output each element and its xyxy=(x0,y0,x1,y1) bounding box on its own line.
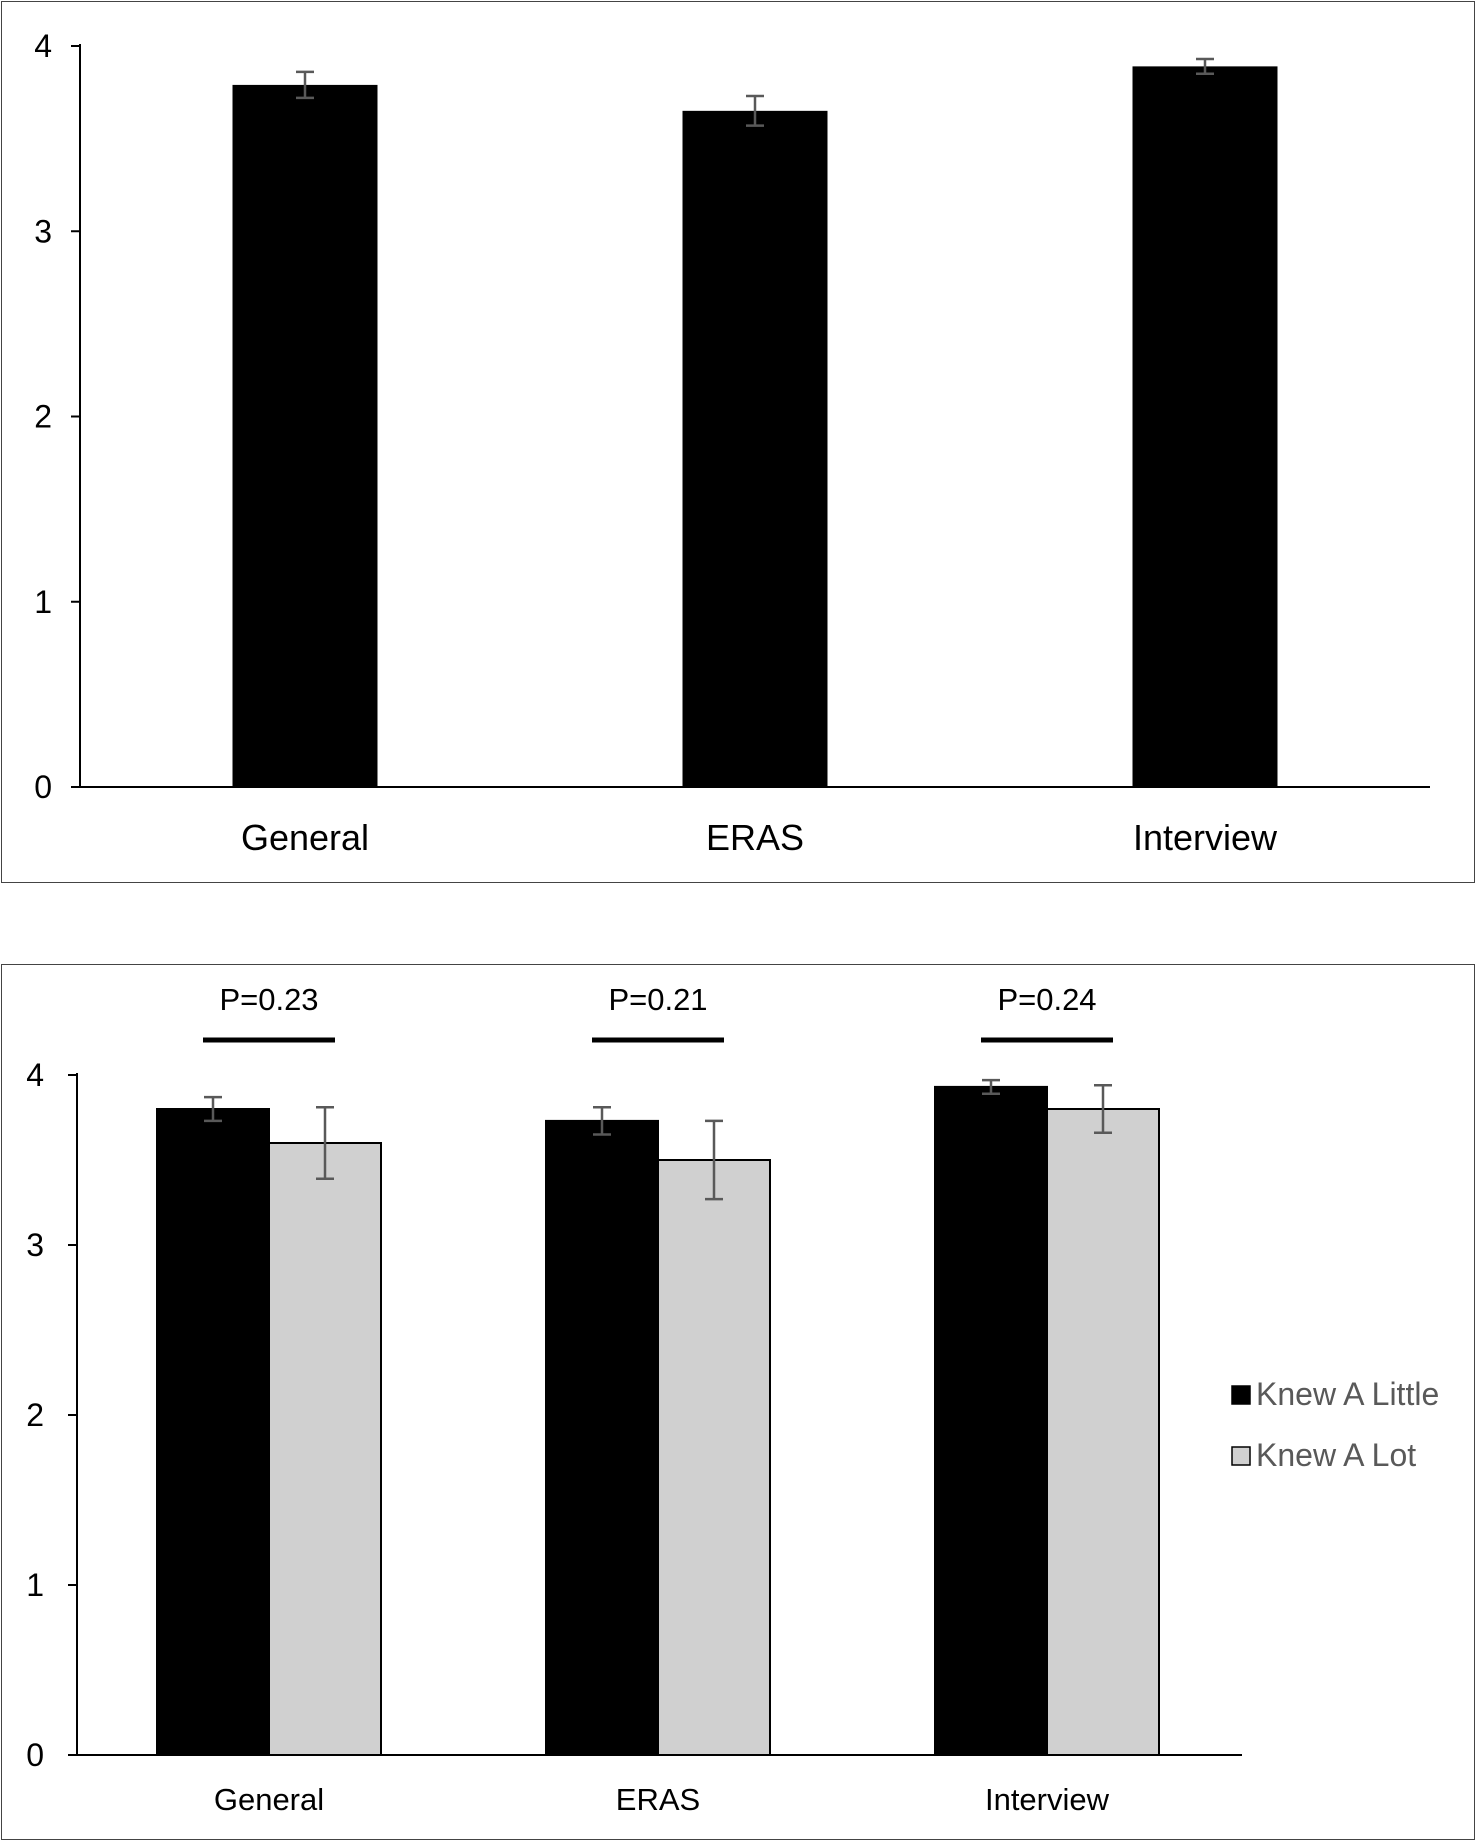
legend-swatch-knew-a-little xyxy=(1231,1385,1251,1405)
y-tick-label: 4 xyxy=(26,1057,44,1093)
y-tick-label: 1 xyxy=(34,584,52,620)
y-tick-label: 4 xyxy=(34,28,52,64)
y-tick-label: 2 xyxy=(34,399,52,435)
y-tick-label: 3 xyxy=(34,213,52,249)
y-tick-label: 3 xyxy=(26,1227,44,1263)
y-tick-label: 0 xyxy=(26,1737,44,1773)
bar xyxy=(682,110,828,787)
y-tick-label: 2 xyxy=(26,1397,44,1433)
x-category-label: ERAS xyxy=(616,1782,700,1817)
bar-knew-a-lot xyxy=(1046,1108,1160,1756)
x-category-label: Interview xyxy=(1133,817,1278,858)
p-value-label: P=0.21 xyxy=(608,982,707,1017)
legend-label: Knew A Lot xyxy=(1256,1437,1416,1473)
p-value-label: P=0.24 xyxy=(997,982,1096,1017)
bar-knew-a-little xyxy=(545,1119,659,1756)
bar-knew-a-lot xyxy=(657,1159,771,1756)
bar-knew-a-little xyxy=(934,1085,1048,1756)
x-category-label: General xyxy=(241,817,369,858)
bar-knew-a-lot xyxy=(268,1142,382,1756)
legend-label: Knew A Little xyxy=(1256,1376,1439,1412)
chart-top: 0 1 2 3 4 General ERAS Interview xyxy=(34,28,1430,858)
y-tick-label: 0 xyxy=(34,769,52,805)
x-category-label: General xyxy=(214,1782,324,1817)
y-tick-label: 1 xyxy=(26,1567,44,1603)
x-category-label: ERAS xyxy=(706,817,804,858)
bar xyxy=(232,84,378,788)
bar-knew-a-little xyxy=(156,1108,270,1756)
chart-panel-top: 0 1 2 3 4 General ERAS Interview xyxy=(1,1,1475,883)
legend-swatch-knew-a-lot xyxy=(1231,1446,1251,1466)
bar xyxy=(1132,66,1278,787)
x-category-label: Interview xyxy=(985,1782,1110,1817)
chart-panel-bottom: 0 1 2 3 4 P=0.23 General P=0.21 ERAS P=0.24 Interv… xyxy=(1,964,1475,1840)
p-value-label: P=0.23 xyxy=(219,982,318,1017)
chart-bottom: 0 1 2 3 4 P=0.23 General P=0.21 ERAS P=0.24 Interv… xyxy=(26,982,1439,1817)
